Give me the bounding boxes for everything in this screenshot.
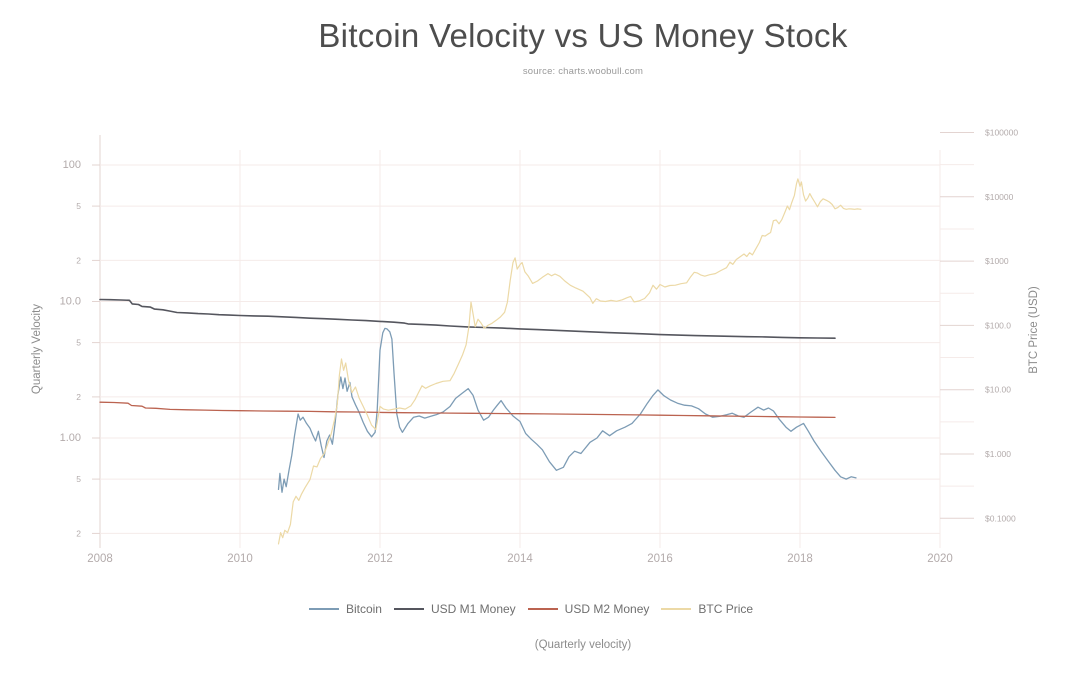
y-right-tick-label: $10.00: [985, 385, 1011, 395]
x-tick-label: 2020: [927, 553, 953, 565]
legend: Bitcoin USD M1 Money USD M2 Money BTC Price: [0, 602, 1071, 616]
x-tick-label: 2012: [367, 553, 393, 565]
x-tick-label: 2016: [647, 553, 673, 565]
y-left-tick-label: 5: [76, 474, 81, 484]
legend-label: Bitcoin: [345, 602, 382, 616]
legend-label: USD M2 Money: [564, 602, 650, 616]
y-right-tick-label: $0.1000: [985, 513, 1016, 523]
chart-caption: (Quarterly velocity): [534, 639, 632, 651]
legend-label: USD M1 Money: [430, 602, 516, 616]
y-right-tick-label: $10000: [985, 192, 1014, 202]
legend-item-bitcoin[interactable]: Bitcoin: [308, 602, 382, 616]
chart-title: Bitcoin Velocity vs US Money Stock: [318, 17, 848, 54]
legend-swatch-bitcoin: [308, 608, 339, 610]
series-usd-m2-money[interactable]: [99, 401, 836, 419]
y-right-tick-label: $100.0: [985, 320, 1011, 330]
chart-source: source: charts.woobull.com: [522, 66, 644, 77]
series-btc-price[interactable]: [277, 178, 862, 545]
y-left-tick-label: 2: [76, 255, 81, 265]
y-left-tick-label: 5: [76, 201, 81, 211]
legend-label: BTC Price: [698, 602, 754, 616]
legend-swatch-usd-m2-money: [527, 608, 558, 610]
y-left-axis-title: Quarterly Velocity: [31, 304, 43, 394]
y-left-tick-label: 2: [76, 392, 81, 402]
x-tick-label: 2010: [227, 553, 253, 565]
y-left-tick-label: 2: [76, 528, 81, 538]
y-right-axis-title: BTC Price (USD): [1028, 286, 1040, 374]
y-left-tick-label: 1.00: [60, 432, 81, 444]
legend-item-usd-m2-money[interactable]: USD M2 Money: [527, 602, 650, 616]
legend-swatch-usd-m1-money: [393, 608, 424, 610]
x-tick-label: 2014: [507, 553, 533, 565]
x-tick-label: 2018: [787, 553, 813, 565]
y-right-tick-label: $1000: [985, 256, 1009, 266]
legend-item-btc-price[interactable]: BTC Price: [661, 602, 753, 616]
legend-swatch-btc-price: [661, 608, 692, 610]
y-left-tick-label: 10.0: [60, 296, 81, 308]
x-tick-label: 2008: [87, 553, 113, 565]
y-left-tick-label: 100: [63, 159, 81, 171]
y-right-tick-label: $100000: [985, 128, 1018, 138]
y-right-tick-label: $1.000: [985, 449, 1011, 459]
y-left-tick-label: 5: [76, 338, 81, 348]
legend-item-usd-m1-money[interactable]: USD M1 Money: [393, 602, 516, 616]
series-usd-m1-money[interactable]: [99, 298, 836, 340]
